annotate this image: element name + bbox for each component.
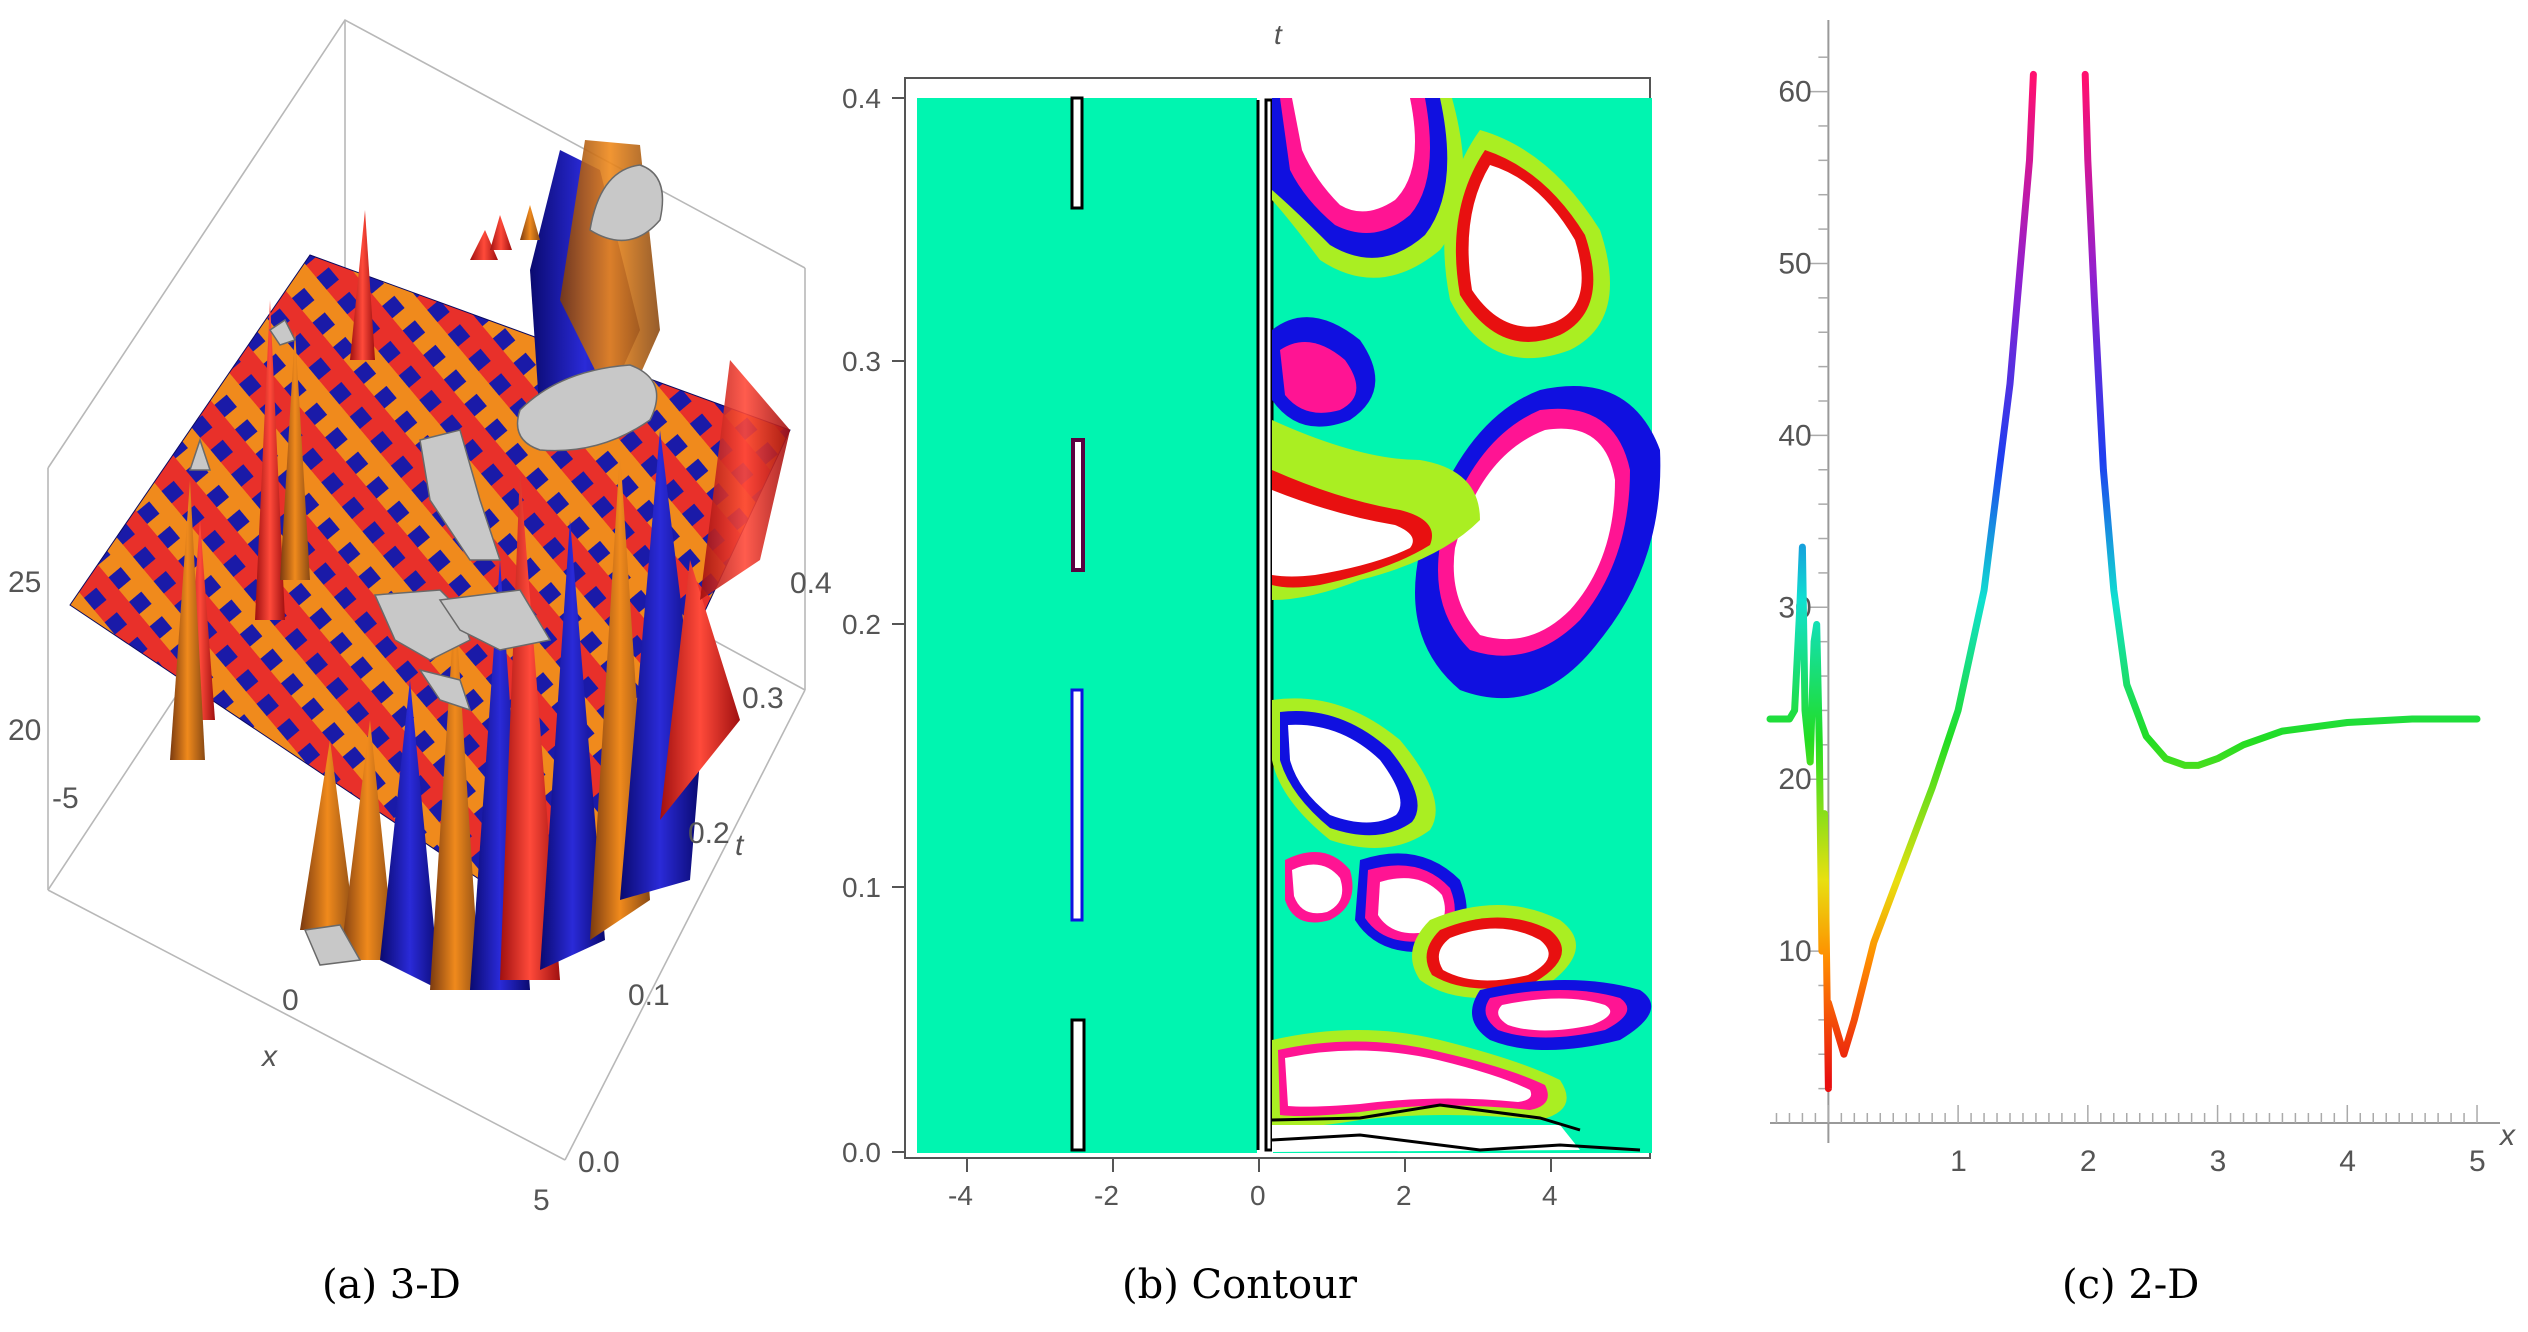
- y-tick-60: 60: [1778, 76, 1811, 109]
- x-tick-5: 5: [533, 1184, 550, 1217]
- series-line-2: [2081, 70, 2481, 769]
- t-axis-label: t: [1274, 19, 1283, 50]
- t-axis-label: t: [735, 829, 745, 862]
- surface-spikes: [170, 140, 790, 990]
- t-tick-0.2: 0.2: [688, 817, 730, 850]
- contour-left-strip: [1070, 96, 1086, 1152]
- x-tick-1: 1: [1950, 1145, 1967, 1178]
- contour-center-spine: [1256, 98, 1274, 1152]
- z-tick-20: 20: [8, 714, 41, 747]
- t-tick-0.1: 0.1: [628, 979, 670, 1012]
- y-tick-0.2: 0.2: [842, 609, 881, 640]
- x-tick-0: 0: [1250, 1180, 1266, 1211]
- t-tick-0.4: 0.4: [790, 567, 832, 600]
- t-tick-0.0: 0.0: [578, 1146, 620, 1179]
- caption-a: (a) 3-D: [322, 1262, 461, 1308]
- y-tick-0.1: 0.1: [842, 872, 881, 903]
- x-tick-3: 3: [2210, 1145, 2227, 1178]
- surface-plot: 25 20 -5 0 5 0.0 0.1 0.2 0.3 0.4 x t: [8, 18, 832, 1217]
- x-tick-4: 4: [1542, 1180, 1558, 1211]
- contour-lobes: [1271, 98, 1661, 1152]
- x-tick-5: 5: [2469, 1145, 2486, 1178]
- caption-b: (b) Contour: [1122, 1262, 1358, 1308]
- z-tick-25: 25: [8, 566, 41, 599]
- panel-contour: -4 -2 0 2 4 0.0 0.1 0.2 0.3 0.4 t (b) Co…: [840, 0, 1680, 1308]
- caption-c: (c) 2-D: [2062, 1262, 2200, 1308]
- x-tick-2: 2: [1396, 1180, 1412, 1211]
- y-tick-0.4: 0.4: [842, 83, 881, 114]
- x-tick--4: -4: [948, 1180, 973, 1211]
- panel-3d: 25 20 -5 0 5 0.0 0.1 0.2 0.3 0.4 x t (a)…: [0, 0, 860, 1308]
- x-tick-2: 2: [2080, 1145, 2097, 1178]
- y-tick-50: 50: [1778, 247, 1811, 280]
- x-tick--5: -5: [52, 782, 79, 815]
- t-tick-0.3: 0.3: [742, 682, 784, 715]
- contour-ticks: [892, 97, 1552, 1172]
- y-tick-10: 10: [1778, 935, 1811, 968]
- panel-2d: 1 2 3 4 5 10 20 30 40 50 60 x (c) 2-D: [1700, 0, 2528, 1308]
- x-tick-4: 4: [2339, 1145, 2356, 1178]
- x-axis-label: x: [2498, 1119, 2516, 1152]
- y-tick-0.0: 0.0: [842, 1137, 881, 1168]
- contour-plot: -4 -2 0 2 4 0.0 0.1 0.2 0.3 0.4 t: [842, 19, 1661, 1211]
- y-tick-20: 20: [1778, 763, 1811, 796]
- clipped-peaks: [188, 164, 664, 966]
- y-tick-0.3: 0.3: [842, 346, 881, 377]
- x-tick--2: -2: [1094, 1180, 1119, 1211]
- series-group: [1766, 70, 2481, 1093]
- x-tick-0: 0: [282, 984, 299, 1017]
- y-tick-40: 40: [1778, 419, 1811, 452]
- series-line-1: [1766, 70, 2037, 1093]
- x-axis-label: x: [260, 1040, 278, 1073]
